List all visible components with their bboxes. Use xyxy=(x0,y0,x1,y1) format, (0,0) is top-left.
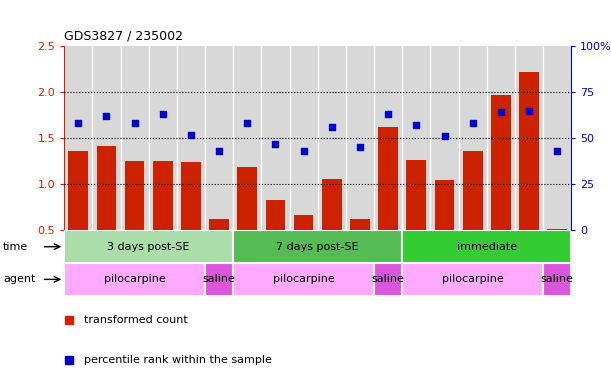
Bar xyxy=(491,95,511,230)
Bar xyxy=(318,46,346,230)
Bar xyxy=(406,161,426,230)
Point xyxy=(327,124,337,130)
Bar xyxy=(262,46,290,230)
Bar xyxy=(92,46,120,230)
Bar xyxy=(209,219,229,230)
Text: saline: saline xyxy=(371,274,404,285)
Point xyxy=(186,131,196,137)
Bar xyxy=(374,46,402,230)
Bar xyxy=(233,230,402,263)
Bar xyxy=(459,46,487,230)
Bar xyxy=(266,200,285,230)
Bar xyxy=(402,230,571,263)
Bar xyxy=(125,161,144,230)
Bar xyxy=(350,219,370,230)
Bar xyxy=(68,151,88,230)
Bar xyxy=(64,46,92,230)
Bar xyxy=(487,46,515,230)
Point xyxy=(496,109,506,116)
Bar xyxy=(148,46,177,230)
Text: pilocarpine: pilocarpine xyxy=(442,274,503,285)
Bar xyxy=(519,72,539,230)
Bar xyxy=(463,151,483,230)
Bar xyxy=(434,180,455,230)
Point xyxy=(299,148,309,154)
Point xyxy=(73,121,83,127)
Bar xyxy=(402,263,543,296)
Point xyxy=(552,148,562,154)
Point xyxy=(355,144,365,151)
Point xyxy=(383,111,393,118)
Text: time: time xyxy=(3,242,28,252)
Text: pilocarpine: pilocarpine xyxy=(273,274,334,285)
Bar xyxy=(515,46,543,230)
Text: percentile rank within the sample: percentile rank within the sample xyxy=(84,355,273,365)
Point xyxy=(440,133,450,139)
Point xyxy=(243,121,252,127)
Point xyxy=(468,121,478,127)
Bar xyxy=(177,46,205,230)
Bar xyxy=(430,46,459,230)
Text: 7 days post-SE: 7 days post-SE xyxy=(276,242,359,252)
Text: agent: agent xyxy=(3,274,35,285)
Bar xyxy=(64,263,205,296)
Point xyxy=(101,113,111,119)
Bar xyxy=(290,46,318,230)
Bar xyxy=(233,263,374,296)
Point xyxy=(271,141,280,147)
Bar xyxy=(374,263,402,296)
Bar xyxy=(153,161,173,230)
Text: immediate: immediate xyxy=(456,242,517,252)
Bar xyxy=(64,230,233,263)
Bar xyxy=(205,46,233,230)
Bar xyxy=(543,46,571,230)
Bar xyxy=(294,215,313,230)
Bar xyxy=(346,46,374,230)
Text: 3 days post-SE: 3 days post-SE xyxy=(108,242,190,252)
Text: pilocarpine: pilocarpine xyxy=(104,274,166,285)
Point xyxy=(214,148,224,154)
Point xyxy=(411,122,421,128)
Bar xyxy=(322,179,342,230)
Text: saline: saline xyxy=(203,274,236,285)
Bar xyxy=(181,162,201,230)
Bar xyxy=(97,146,116,230)
Bar xyxy=(233,46,262,230)
Point xyxy=(524,108,534,114)
Bar xyxy=(547,228,567,230)
Text: transformed count: transformed count xyxy=(84,314,188,325)
Point xyxy=(130,121,139,127)
Point xyxy=(158,111,167,118)
Bar xyxy=(205,263,233,296)
Bar xyxy=(378,127,398,230)
Bar xyxy=(238,167,257,230)
Bar xyxy=(402,46,430,230)
Bar xyxy=(543,263,571,296)
Text: saline: saline xyxy=(541,274,574,285)
Text: GDS3827 / 235002: GDS3827 / 235002 xyxy=(64,29,183,42)
Bar xyxy=(120,46,148,230)
